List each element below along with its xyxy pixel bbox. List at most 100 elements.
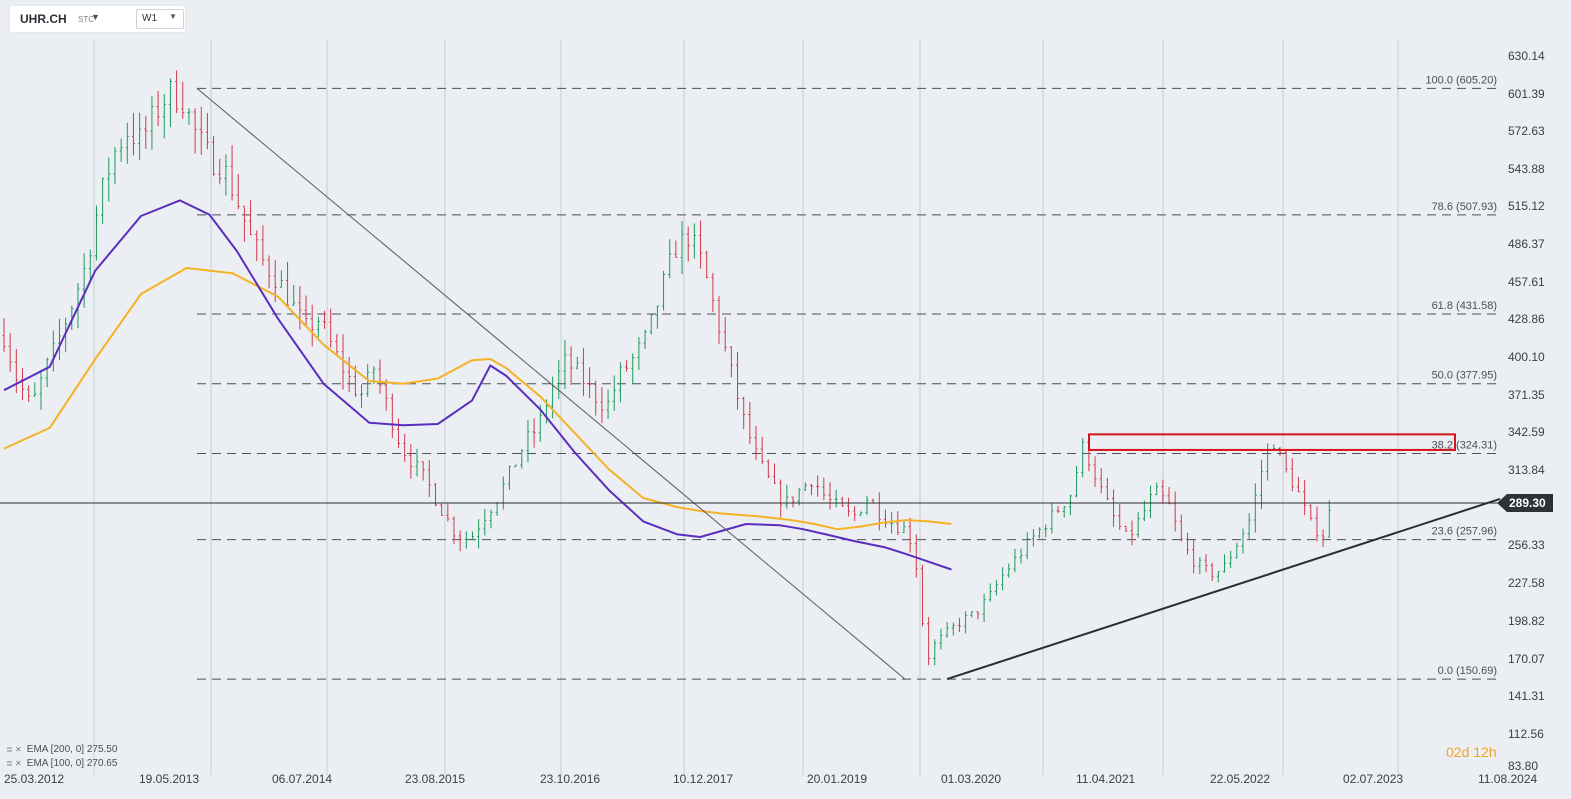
time-axis[interactable]: 25.03.2012 19.05.2013 06.07.2014 23.08.2015… bbox=[4, 772, 1537, 786]
candle bbox=[1019, 548, 1023, 564]
candle bbox=[964, 611, 968, 634]
candle bbox=[1247, 513, 1251, 539]
candle bbox=[45, 357, 49, 388]
candle bbox=[119, 138, 123, 162]
candle bbox=[1296, 476, 1300, 493]
time-tick-label: 02.07.2023 bbox=[1343, 772, 1403, 786]
candle bbox=[1062, 506, 1066, 518]
price-tick-label: 170.07 bbox=[1508, 652, 1545, 666]
candle bbox=[33, 382, 37, 397]
countdown-hours-unit: h bbox=[1488, 744, 1497, 760]
candle bbox=[840, 496, 844, 507]
candle bbox=[680, 221, 684, 275]
candle bbox=[421, 461, 425, 481]
time-tick-label: 22.05.2022 bbox=[1210, 772, 1270, 786]
candle bbox=[138, 112, 142, 160]
price-tick-label: 630.14 bbox=[1508, 49, 1545, 63]
candle bbox=[458, 530, 462, 552]
candle bbox=[520, 449, 524, 469]
candle bbox=[1222, 554, 1226, 573]
settings-icon[interactable]: ≣ bbox=[6, 745, 13, 754]
resistance-zone-box[interactable] bbox=[1088, 433, 1456, 451]
candle bbox=[1142, 500, 1146, 522]
price-tick-label: 371.35 bbox=[1508, 388, 1545, 402]
candle bbox=[298, 285, 302, 330]
candle bbox=[1173, 491, 1177, 532]
current-price-label: 289.30 bbox=[1509, 496, 1546, 510]
candle bbox=[27, 385, 31, 403]
uptrend-support-line[interactable] bbox=[946, 497, 1501, 681]
indicator-legend-ema200: ≣ ✕ EMA [200, 0] 275.50 bbox=[6, 744, 117, 755]
candle bbox=[433, 482, 437, 507]
candle bbox=[1315, 506, 1319, 542]
candle bbox=[1013, 548, 1017, 573]
candle bbox=[230, 145, 234, 201]
fibonacci-level-label: 61.8 (431.58) bbox=[1432, 300, 1497, 312]
price-tick-label: 342.59 bbox=[1508, 425, 1545, 439]
candle bbox=[415, 448, 419, 477]
candle bbox=[1031, 529, 1035, 547]
candle bbox=[88, 249, 92, 281]
downtrend-line[interactable] bbox=[196, 88, 906, 680]
candle bbox=[618, 362, 622, 403]
symbol-dropdown-icon[interactable]: ▼ bbox=[91, 12, 100, 22]
candle bbox=[594, 380, 598, 416]
candle bbox=[569, 346, 573, 386]
candle bbox=[822, 477, 826, 501]
time-tick-label: 23.08.2015 bbox=[405, 772, 465, 786]
candle bbox=[1284, 449, 1288, 473]
candle bbox=[279, 270, 283, 288]
candle bbox=[495, 501, 499, 516]
candle bbox=[483, 508, 487, 536]
candle bbox=[883, 509, 887, 528]
candle bbox=[551, 376, 555, 419]
candle bbox=[125, 122, 129, 164]
candle bbox=[1266, 443, 1270, 481]
price-tick-label: 227.58 bbox=[1508, 576, 1545, 590]
candle bbox=[94, 205, 98, 261]
candle bbox=[908, 517, 912, 553]
candle bbox=[655, 305, 659, 329]
close-icon[interactable]: ✕ bbox=[15, 759, 22, 768]
time-tick-label: 01.03.2020 bbox=[941, 772, 1001, 786]
close-icon[interactable]: ✕ bbox=[15, 745, 22, 754]
candle bbox=[168, 78, 172, 127]
price-tick-label: 543.88 bbox=[1508, 162, 1545, 176]
candle bbox=[427, 460, 431, 497]
trendlines[interactable] bbox=[196, 88, 1501, 681]
candle bbox=[409, 444, 413, 479]
candle bbox=[625, 360, 629, 372]
candle bbox=[1167, 487, 1171, 505]
price-tick-label: 256.33 bbox=[1508, 538, 1545, 552]
fibonacci-levels: 100.0 (605.20) 78.6 (507.93) 61.8 (431.58)… bbox=[197, 74, 1498, 680]
candle bbox=[1229, 550, 1233, 569]
candle bbox=[1241, 528, 1245, 554]
candle bbox=[1044, 524, 1048, 538]
price-tick-label: 313.84 bbox=[1508, 463, 1545, 477]
price-tick-label: 515.12 bbox=[1508, 199, 1545, 213]
candle bbox=[384, 379, 388, 411]
indicator-legend-ema100: ≣ ✕ EMA [100, 0] 270.65 bbox=[6, 758, 117, 769]
candle bbox=[588, 367, 592, 398]
candle bbox=[766, 459, 770, 479]
current-price-tag[interactable]: 289.30 bbox=[1497, 494, 1553, 512]
candle bbox=[951, 622, 955, 636]
timeframe-select[interactable]: W1 ▼ bbox=[136, 9, 184, 29]
candle bbox=[242, 205, 246, 242]
candle bbox=[261, 225, 265, 266]
candle bbox=[452, 516, 456, 545]
candle bbox=[1025, 532, 1029, 560]
candle bbox=[440, 503, 444, 516]
price-axis[interactable]: 630.14 601.39 572.63 543.88 515.12 486.37 457.… bbox=[1497, 49, 1553, 773]
fibonacci-level-label: 23.6 (257.96) bbox=[1432, 526, 1497, 538]
settings-icon[interactable]: ≣ bbox=[6, 759, 13, 768]
candle bbox=[2, 318, 6, 352]
candle bbox=[464, 531, 468, 549]
candle bbox=[686, 226, 690, 262]
price-tick-label: 486.37 bbox=[1508, 237, 1545, 251]
resistance-zones[interactable] bbox=[1088, 433, 1456, 451]
candle bbox=[446, 503, 450, 522]
candle bbox=[816, 475, 820, 497]
symbol-name[interactable]: UHR.CH bbox=[20, 12, 67, 26]
